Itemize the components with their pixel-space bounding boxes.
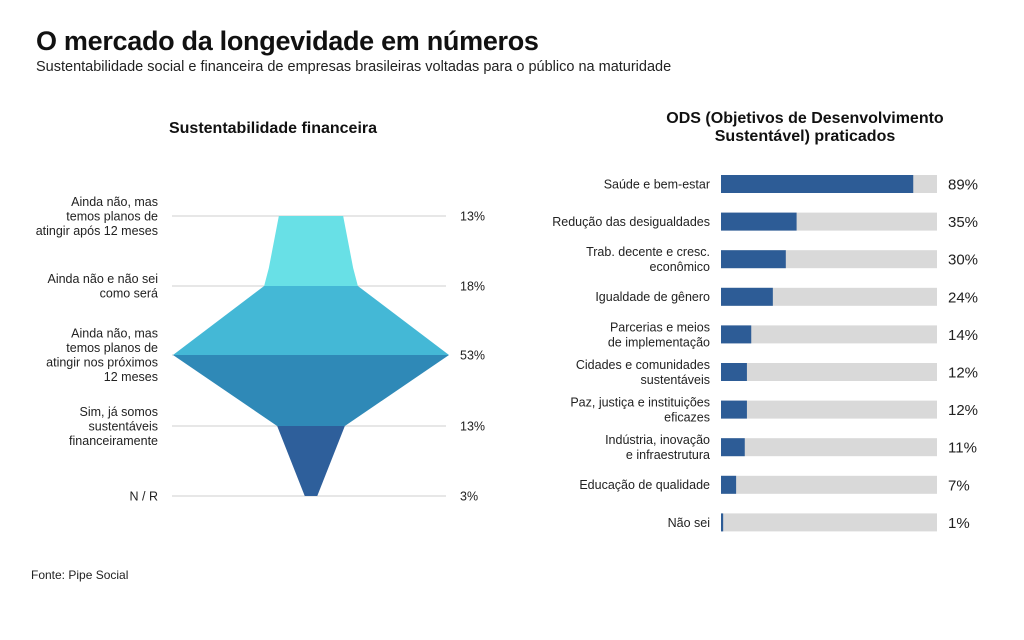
bar-category-label: Igualdade de gênero: [595, 290, 710, 304]
bar-category-label: Não sei: [668, 516, 710, 530]
funnel-value-label: 3%: [460, 490, 478, 504]
funnel-category-label: Ainda não, mas temos planos de atingir apó…: [36, 195, 158, 238]
bar: [721, 250, 786, 269]
bar: [721, 475, 737, 494]
bar-category-label-line: Saúde e bem-estar: [604, 177, 710, 191]
bar-track: [721, 475, 937, 494]
bar-category-label-line: Paz, justiça e instituições: [570, 395, 710, 409]
funnel-value-label: 18%: [460, 280, 485, 294]
funnel-segment: [277, 426, 345, 496]
bar-value-label: 24%: [948, 289, 978, 306]
funnel-chart: Ainda não, mas temos planos de atingir apó…: [36, 195, 485, 504]
funnel-category-label-line: como será: [100, 287, 158, 301]
bar-category-label: Parcerias e meios de implementação: [608, 320, 710, 349]
funnel-category-label-line: N / R: [130, 489, 158, 503]
bar: [721, 287, 773, 306]
funnel-category-label-line: financeiramente: [69, 434, 158, 448]
funnel-category-label-line: Ainda não, mas: [71, 195, 158, 209]
bar-category-label-line: de implementação: [608, 335, 710, 349]
bar-category-label-line: Indústria, inovação: [605, 433, 710, 447]
bar-category-label-line: Igualdade de gênero: [595, 290, 710, 304]
funnel-category-label: Sim, já somos sustentáveis financeiramente: [69, 405, 158, 448]
source-note: Fonte: Pipe Social: [31, 568, 129, 582]
funnel-category-label-line: atingir após 12 meses: [36, 224, 158, 238]
funnel-category-label-line: temos planos de: [66, 209, 158, 223]
bar-category-label-line: Parcerias e meios: [610, 320, 710, 334]
bar: [721, 363, 747, 381]
funnel-category-label-line: Ainda não e não sei: [47, 272, 158, 286]
bar-track: [721, 400, 937, 419]
bar: [721, 438, 745, 457]
bar-value-label: 89%: [948, 177, 978, 194]
funnel-value-label: 13%: [460, 420, 485, 434]
funnel-category-label: Ainda não, mas temos planos de atingir nos…: [46, 327, 158, 385]
bar-category-label-line: Cidades e comunidades: [576, 358, 710, 372]
bar-category-label-line: econômico: [650, 260, 710, 274]
funnel-category-label-line: 12 meses: [104, 370, 158, 384]
bar-value-label: 12%: [948, 365, 978, 382]
funnel-category-label-line: sustentáveis: [89, 419, 158, 433]
bar: [721, 400, 747, 419]
bar-category-label: Educação de qualidade: [579, 478, 710, 492]
bar-chart-title: ODS (Objetivos de Desenvolvimento Susten…: [600, 110, 1010, 146]
funnel-category-label-line: Ainda não, mas: [71, 327, 158, 341]
bar-track: [721, 513, 937, 532]
page-title: O mercado da longevidade em números: [36, 26, 539, 56]
bar-value-label: 30%: [948, 252, 978, 269]
bar-category-label-line: Educação de qualidade: [579, 478, 710, 492]
bar-category-label-line: eficazes: [664, 410, 710, 424]
funnel-segment: [173, 286, 449, 355]
bar-category-label: Redução das desigualdades: [552, 215, 710, 229]
bar-category-label: Paz, justiça e instituições eficazes: [570, 395, 710, 424]
bar-category-label-line: e infraestrutura: [626, 448, 710, 462]
bar: [721, 212, 797, 231]
bar-category-label: Indústria, inovação e infraestrutura: [605, 433, 710, 462]
bar-category-label-line: Redução das desigualdades: [552, 215, 710, 229]
funnel-value-label: 13%: [460, 210, 485, 224]
bar-value-label: 7%: [948, 477, 970, 494]
bar-category-label-line: Trab. decente e cresc.: [586, 245, 710, 259]
bar-value-label: 12%: [948, 402, 978, 419]
bar-track: [721, 363, 937, 381]
funnel-category-label: Ainda não e não sei como será: [47, 272, 158, 301]
bar: [721, 513, 724, 532]
bar-chart: Saúde e bem-estar 89% Redução das desigual…: [552, 175, 978, 532]
page-subtitle: Sustentabilidade social e financeira de …: [36, 59, 672, 75]
bar-chart-title-line: ODS (Objetivos de Desenvolvimento: [666, 110, 944, 127]
funnel-category-label-line: Sim, já somos: [80, 405, 159, 419]
funnel-value-label: 53%: [460, 349, 485, 363]
funnel-chart-title: Sustentabilidade financeira: [168, 120, 378, 137]
bar-value-label: 11%: [948, 440, 977, 457]
funnel-category-label: N / R: [130, 489, 158, 503]
bar-category-label-line: Não sei: [668, 516, 710, 530]
bar: [721, 325, 752, 344]
bar-category-label-line: sustentáveis: [641, 373, 710, 387]
funnel-category-label-line: atingir nos próximos: [46, 356, 158, 370]
funnel-segment: [173, 355, 449, 426]
bar: [721, 175, 914, 193]
funnel-segment: [264, 216, 358, 286]
bar-category-label: Cidades e comunidades sustentáveis: [576, 358, 710, 387]
bar-track: [721, 438, 937, 457]
bar-category-label: Saúde e bem-estar: [604, 177, 710, 191]
funnel-category-label-line: temos planos de: [66, 341, 158, 355]
bar-value-label: 35%: [948, 214, 978, 231]
bar-value-label: 1%: [948, 515, 970, 532]
bar-track: [721, 287, 937, 306]
bar-chart-title-line: Sustentável) praticados: [714, 128, 896, 145]
bar-track: [721, 325, 937, 344]
bar-category-label: Trab. decente e cresc. econômico: [586, 245, 710, 274]
bar-value-label: 14%: [948, 327, 978, 344]
